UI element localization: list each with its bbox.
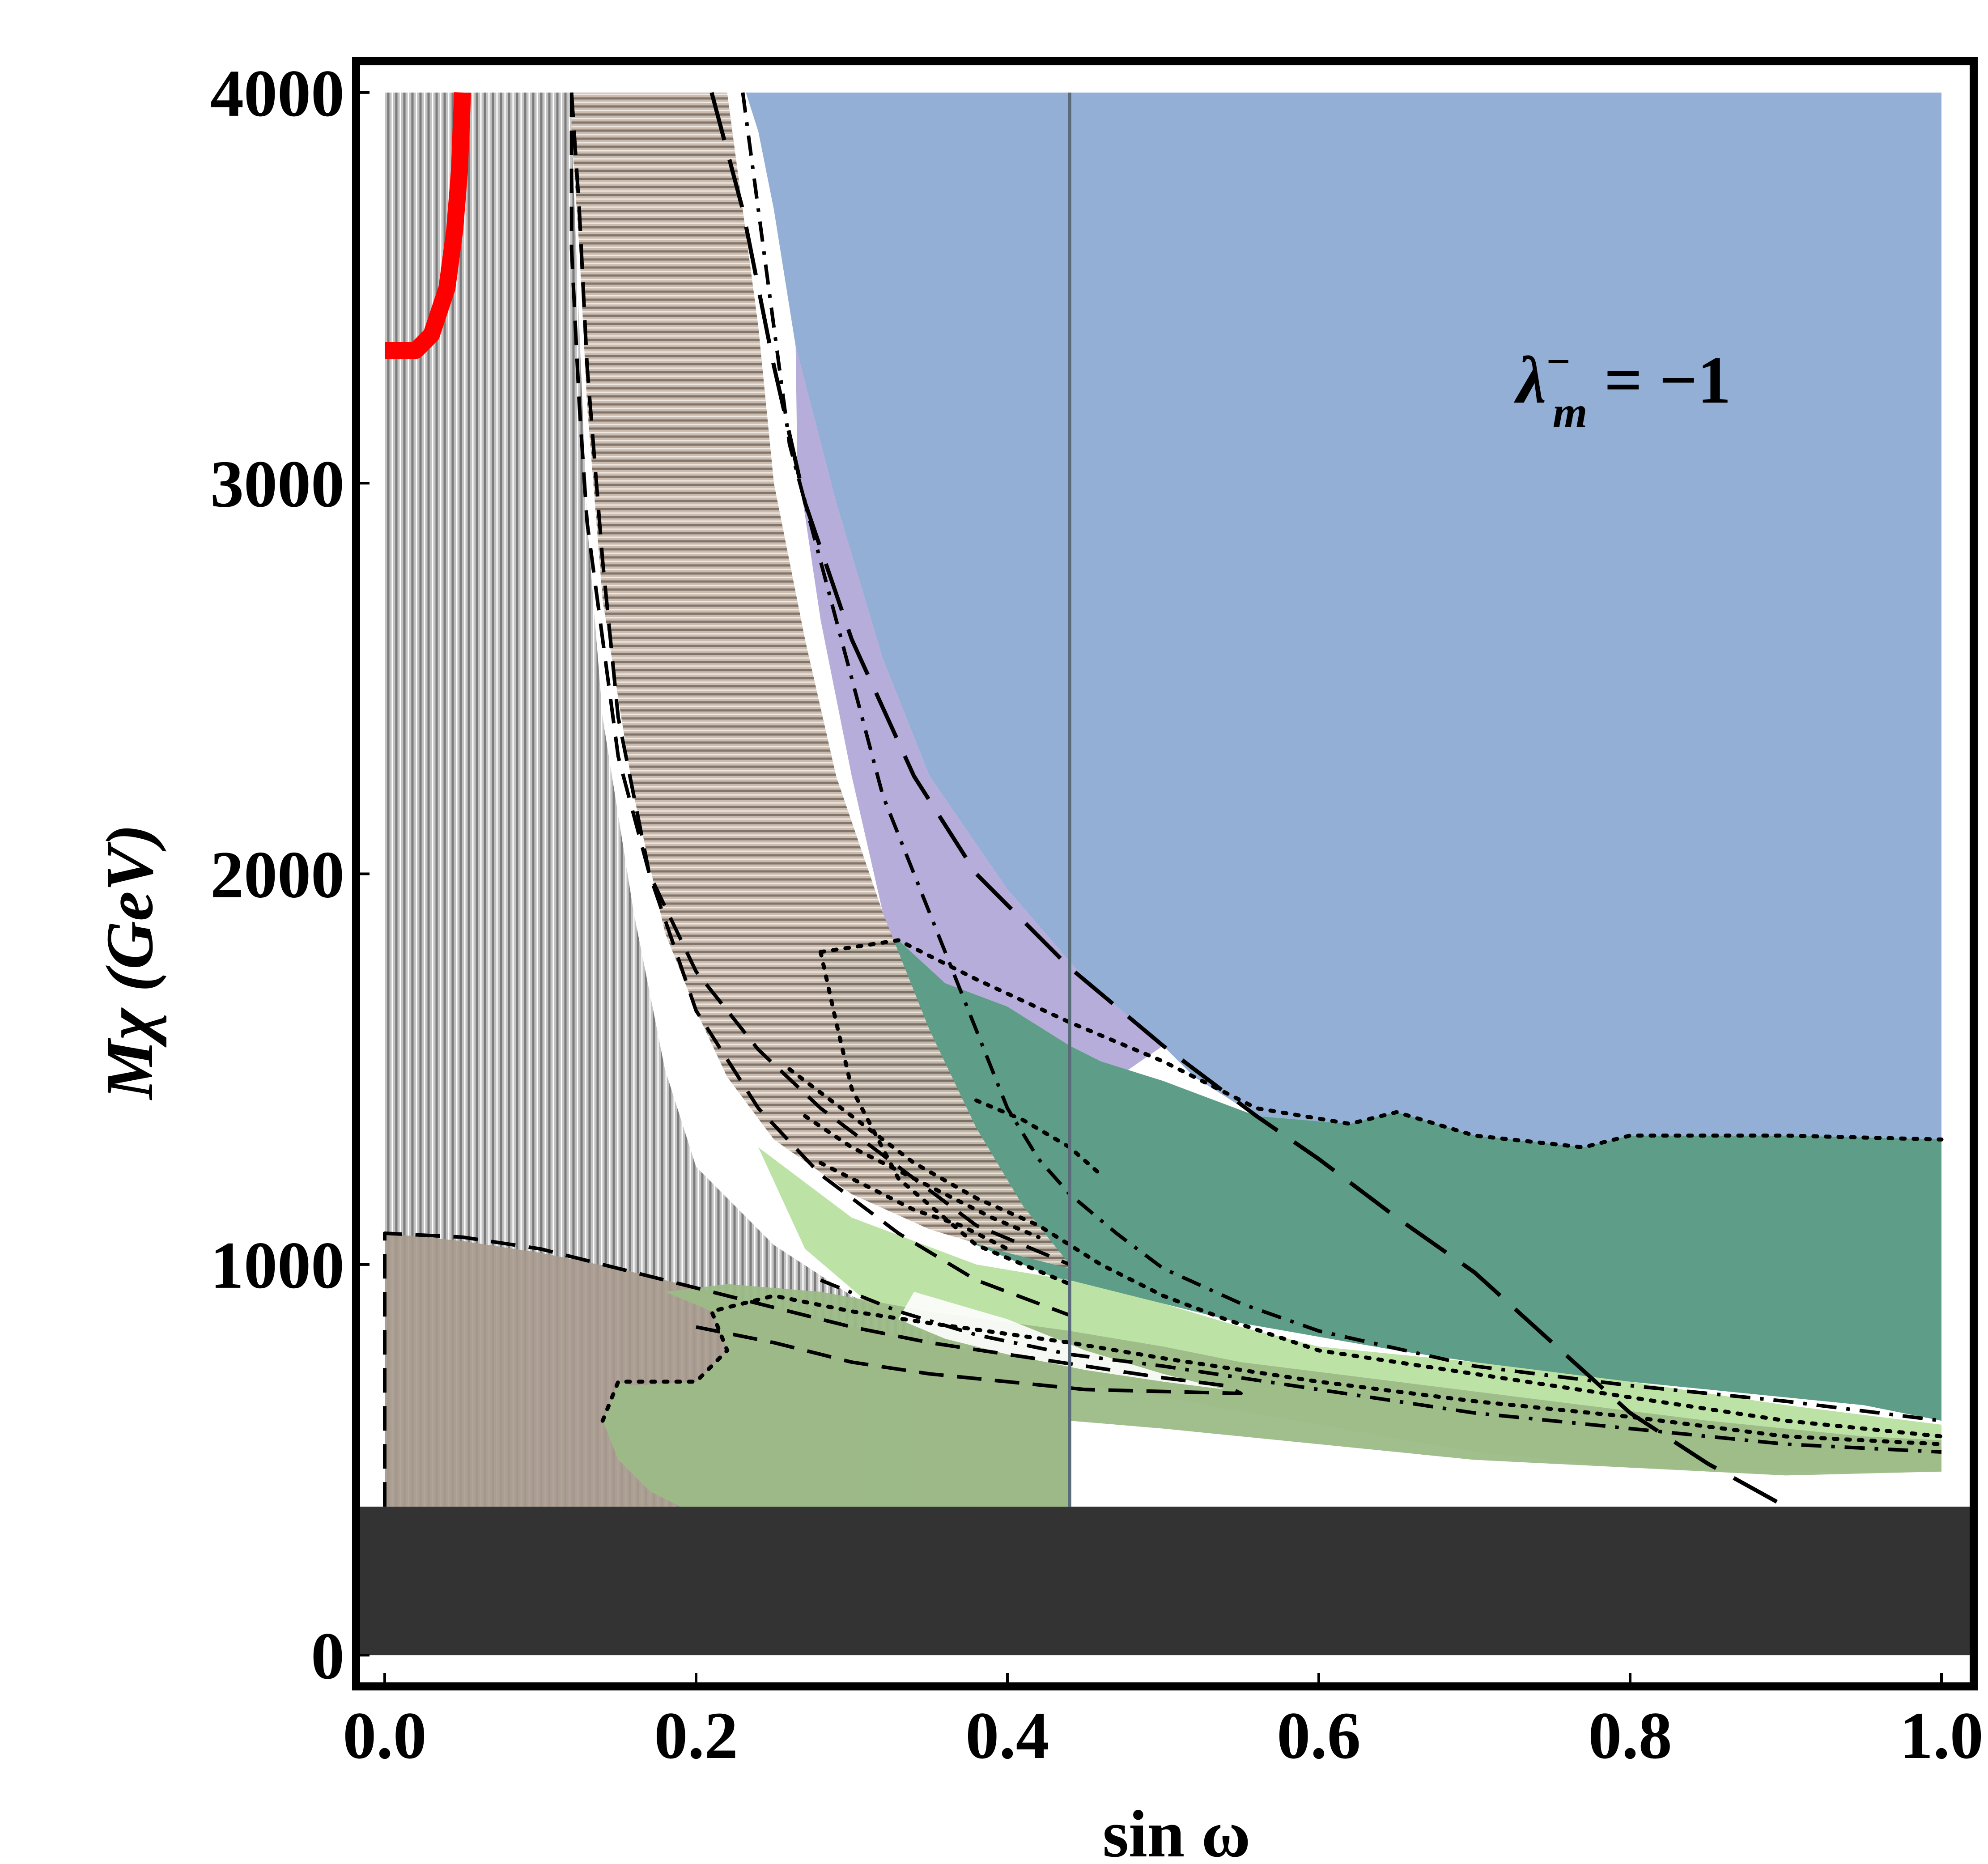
annot-lambda: λ	[1514, 343, 1546, 417]
y-tick-label: 0	[311, 1619, 344, 1693]
curve-lower-dash-boundary	[383, 1231, 1243, 1507]
curve-long-dash-curve	[709, 92, 1787, 1509]
curve-red-thick-curve	[385, 92, 471, 359]
region-blue-region	[746, 92, 1942, 1147]
x-tick-label: 0.8	[1588, 1698, 1672, 1773]
y-tick-label: 3000	[210, 447, 344, 521]
region-grey-hatched-band	[385, 92, 1070, 1507]
x-axis-title: sin ω	[1103, 1797, 1251, 1864]
region-brown-hatched-band	[571, 92, 1070, 1269]
lambda-annotation: λ− m = −1	[1514, 338, 1731, 437]
curves-layer	[383, 92, 1944, 1509]
x-tick-label: 0.2	[654, 1698, 738, 1773]
curve-dotted-inner-contour	[787, 1067, 1944, 1439]
curve-short-dash-inner-curve	[569, 92, 1070, 1266]
annot-sup: −	[1546, 338, 1571, 385]
curve-dash-dot-blue-edge	[741, 92, 1942, 1423]
x-tick-label: 0.0	[343, 1698, 427, 1773]
curve-dotted-small-strand-2	[818, 1161, 1010, 1251]
curve-dotted-small-strand-3	[974, 1098, 1103, 1177]
annot-rest: = −1	[1588, 343, 1731, 417]
y-tick-label: 2000	[210, 838, 344, 912]
curve-dotted-green-boundary	[818, 950, 1072, 1286]
x-axis: 0.0 0.2 0.4 0.6 0.8 1.0	[343, 1673, 1984, 1773]
region-light-green-region	[758, 1147, 1941, 1472]
region-white-gap-strip	[898, 1291, 1226, 1390]
curve-dotted-upper-boundary	[818, 938, 1944, 1150]
y-tick-label: 1000	[210, 1228, 344, 1303]
annot-sub: m	[1553, 387, 1588, 437]
region-teal-region	[820, 940, 1942, 1421]
region-excluded-low-mass-band	[356, 1507, 1973, 1656]
y-tick-label: 4000	[210, 56, 344, 131]
regions-layer	[356, 92, 1973, 1656]
region-green-lower-region	[603, 1284, 1941, 1507]
y-axis: 0 1000 2000 3000 4000	[210, 56, 370, 1693]
x-tick-label: 0.4	[965, 1698, 1049, 1773]
curve-dotted-lower-contour	[600, 1294, 1944, 1446]
y-axis-title: Mχ (GeV)	[93, 824, 167, 1100]
curve-short-dash-outer-curve	[569, 92, 1070, 1317]
x-tick-label: 0.6	[1277, 1698, 1361, 1773]
x-tick-label: 1.0	[1899, 1698, 1984, 1773]
